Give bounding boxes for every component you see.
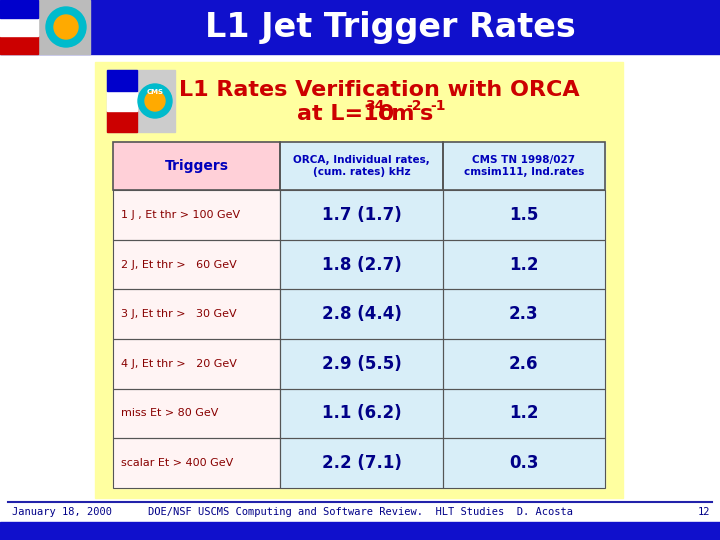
Bar bbox=[280, 438, 443, 488]
Text: 12: 12 bbox=[698, 507, 710, 517]
Bar bbox=[443, 142, 605, 190]
Bar bbox=[113, 289, 280, 339]
Bar bbox=[0, 522, 720, 540]
Bar bbox=[280, 389, 443, 438]
Text: 4 J, Et thr >   20 GeV: 4 J, Et thr > 20 GeV bbox=[121, 359, 237, 369]
Bar bbox=[443, 190, 605, 240]
Text: 2.8 (4.4): 2.8 (4.4) bbox=[322, 305, 401, 323]
Bar bbox=[280, 240, 443, 289]
Bar bbox=[280, 389, 443, 438]
Text: 2.3: 2.3 bbox=[509, 305, 539, 323]
Bar bbox=[443, 289, 605, 339]
Text: 1.5: 1.5 bbox=[509, 206, 539, 224]
Bar bbox=[113, 240, 280, 289]
Bar bbox=[443, 438, 605, 488]
Text: miss Et > 80 GeV: miss Et > 80 GeV bbox=[121, 408, 218, 418]
Circle shape bbox=[138, 84, 172, 118]
Text: January 18, 2000: January 18, 2000 bbox=[12, 507, 112, 517]
Bar bbox=[113, 240, 280, 289]
Bar bbox=[443, 339, 605, 389]
Bar bbox=[443, 339, 605, 389]
Circle shape bbox=[46, 7, 86, 47]
Text: CMS TN 1998/027
cmsim111, Ind.rates: CMS TN 1998/027 cmsim111, Ind.rates bbox=[464, 155, 584, 177]
Bar bbox=[113, 389, 280, 438]
Bar bbox=[113, 339, 280, 389]
Text: 2.9 (5.5): 2.9 (5.5) bbox=[322, 355, 401, 373]
Bar bbox=[113, 289, 280, 339]
Text: 34: 34 bbox=[365, 99, 384, 113]
Circle shape bbox=[54, 15, 78, 39]
Bar bbox=[280, 142, 443, 190]
Text: 3 J, Et thr >   30 GeV: 3 J, Et thr > 30 GeV bbox=[121, 309, 237, 319]
Bar bbox=[113, 339, 280, 389]
Text: 1.2: 1.2 bbox=[509, 255, 539, 273]
Bar bbox=[113, 438, 280, 488]
Bar bbox=[443, 142, 605, 190]
Bar bbox=[280, 142, 443, 190]
Bar bbox=[0, 0, 90, 54]
Circle shape bbox=[145, 91, 165, 111]
Bar bbox=[0, 18, 38, 36]
Bar bbox=[280, 289, 443, 339]
Bar bbox=[0, 0, 720, 54]
Text: CMS: CMS bbox=[146, 89, 163, 95]
Text: 1.2: 1.2 bbox=[509, 404, 539, 422]
Bar bbox=[280, 339, 443, 389]
Bar bbox=[280, 438, 443, 488]
Bar bbox=[443, 389, 605, 438]
Bar bbox=[113, 389, 280, 438]
Bar bbox=[113, 438, 280, 488]
Text: DOE/NSF USCMS Computing and Software Review.  HLT Studies  D. Acosta: DOE/NSF USCMS Computing and Software Rev… bbox=[148, 507, 572, 517]
Text: cm: cm bbox=[378, 104, 415, 124]
Bar bbox=[443, 438, 605, 488]
Bar bbox=[443, 240, 605, 289]
Bar bbox=[107, 91, 137, 111]
Text: 0.3: 0.3 bbox=[509, 454, 539, 472]
Text: 1.7 (1.7): 1.7 (1.7) bbox=[322, 206, 401, 224]
Bar bbox=[280, 190, 443, 240]
Bar bbox=[95, 62, 623, 498]
Text: at L=10: at L=10 bbox=[297, 104, 395, 124]
Text: 1 J , Et thr > 100 GeV: 1 J , Et thr > 100 GeV bbox=[121, 210, 240, 220]
Bar bbox=[443, 389, 605, 438]
Bar bbox=[107, 70, 175, 132]
Text: ORCA, Individual rates,
(cum. rates) kHz: ORCA, Individual rates, (cum. rates) kHz bbox=[293, 155, 430, 177]
Text: s: s bbox=[420, 104, 433, 124]
Text: Triggers: Triggers bbox=[165, 159, 229, 173]
Bar bbox=[113, 142, 280, 190]
Bar bbox=[113, 190, 280, 240]
Bar bbox=[443, 289, 605, 339]
Bar bbox=[443, 190, 605, 240]
Text: scalar Et > 400 GeV: scalar Et > 400 GeV bbox=[121, 458, 233, 468]
Text: L1 Jet Trigger Rates: L1 Jet Trigger Rates bbox=[204, 10, 575, 44]
Bar bbox=[0, 36, 38, 54]
Bar bbox=[443, 240, 605, 289]
Text: 2 J, Et thr >   60 GeV: 2 J, Et thr > 60 GeV bbox=[121, 260, 237, 269]
Bar bbox=[280, 289, 443, 339]
Text: L1 Rates Verification with ORCA: L1 Rates Verification with ORCA bbox=[179, 80, 580, 100]
Bar bbox=[0, 0, 38, 18]
Bar bbox=[280, 190, 443, 240]
Text: 2.6: 2.6 bbox=[509, 355, 539, 373]
Text: -2: -2 bbox=[406, 99, 421, 113]
Bar bbox=[107, 111, 137, 132]
Bar bbox=[280, 339, 443, 389]
Bar bbox=[107, 70, 137, 91]
Bar bbox=[113, 190, 280, 240]
Text: 2.2 (7.1): 2.2 (7.1) bbox=[322, 454, 401, 472]
Bar bbox=[280, 240, 443, 289]
Text: -1: -1 bbox=[430, 99, 446, 113]
Text: 1.8 (2.7): 1.8 (2.7) bbox=[322, 255, 401, 273]
Bar bbox=[113, 142, 280, 190]
Text: 1.1 (6.2): 1.1 (6.2) bbox=[322, 404, 401, 422]
